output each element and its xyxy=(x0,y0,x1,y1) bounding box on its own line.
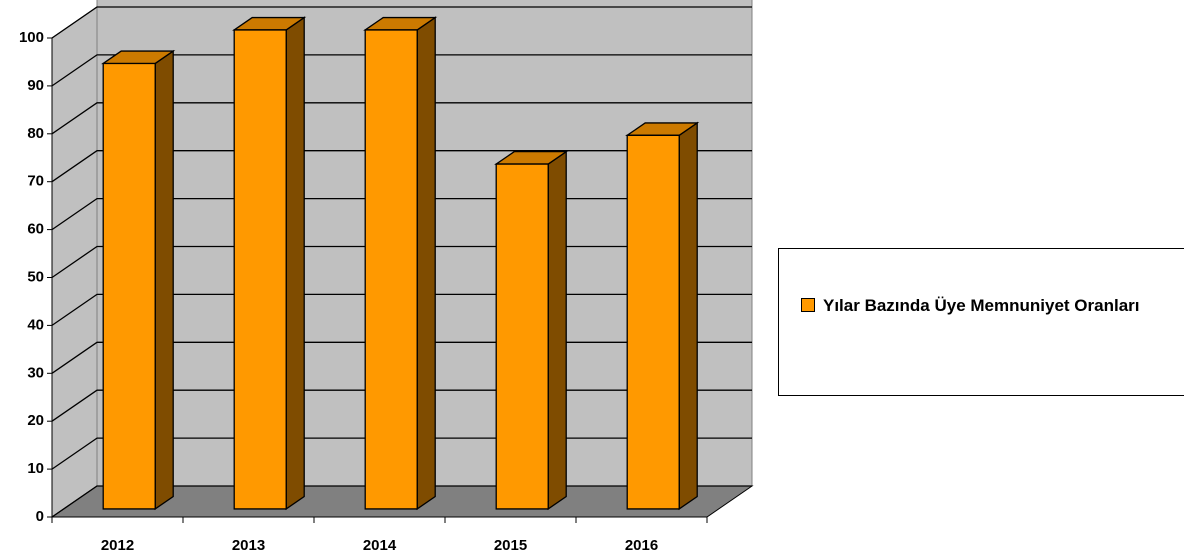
y-tick-label: 80 xyxy=(27,125,44,142)
x-tick-label: 2015 xyxy=(494,537,527,554)
y-tick-label: 70 xyxy=(27,173,44,190)
y-tick-label: 50 xyxy=(27,268,44,285)
grid-line xyxy=(51,6,752,39)
bar xyxy=(363,16,438,511)
bar xyxy=(232,16,307,511)
legend-label: Yılar Bazında Üye Memnuniyet Oranları xyxy=(823,296,1140,315)
bar-side xyxy=(154,49,174,511)
x-tick-label: 2014 xyxy=(363,537,397,554)
grid-line xyxy=(51,150,752,183)
y-tick-label: 20 xyxy=(27,412,44,429)
y-tick-label: 90 xyxy=(27,77,44,94)
bar xyxy=(101,49,176,511)
bar-side xyxy=(547,150,567,511)
x-tick-label: 2013 xyxy=(232,537,265,554)
bar-front xyxy=(102,62,156,510)
y-tick-label: 10 xyxy=(27,460,44,477)
legend-swatch xyxy=(801,298,815,312)
y-tick-label: 0 xyxy=(36,508,44,525)
y-tick-label: 100 xyxy=(19,29,44,46)
x-tick-label: 2016 xyxy=(625,537,658,554)
x-tick-label: 2012 xyxy=(101,537,134,554)
bar-front xyxy=(626,134,680,510)
bar-side xyxy=(678,121,698,511)
grid-line xyxy=(51,54,752,87)
bar-front xyxy=(495,163,549,510)
y-tick-label: 60 xyxy=(27,221,44,238)
y-tick-label: 40 xyxy=(27,316,44,333)
bar-front xyxy=(364,29,418,510)
bar xyxy=(625,121,700,511)
bar-side xyxy=(285,16,305,511)
y-tick-label: 30 xyxy=(27,364,44,381)
legend: Yılar Bazında Üye Memnuniyet Oranları xyxy=(778,248,1184,396)
grid-line xyxy=(51,102,752,135)
bar xyxy=(494,150,569,511)
bar-front xyxy=(233,29,287,510)
bar-side xyxy=(416,16,436,511)
